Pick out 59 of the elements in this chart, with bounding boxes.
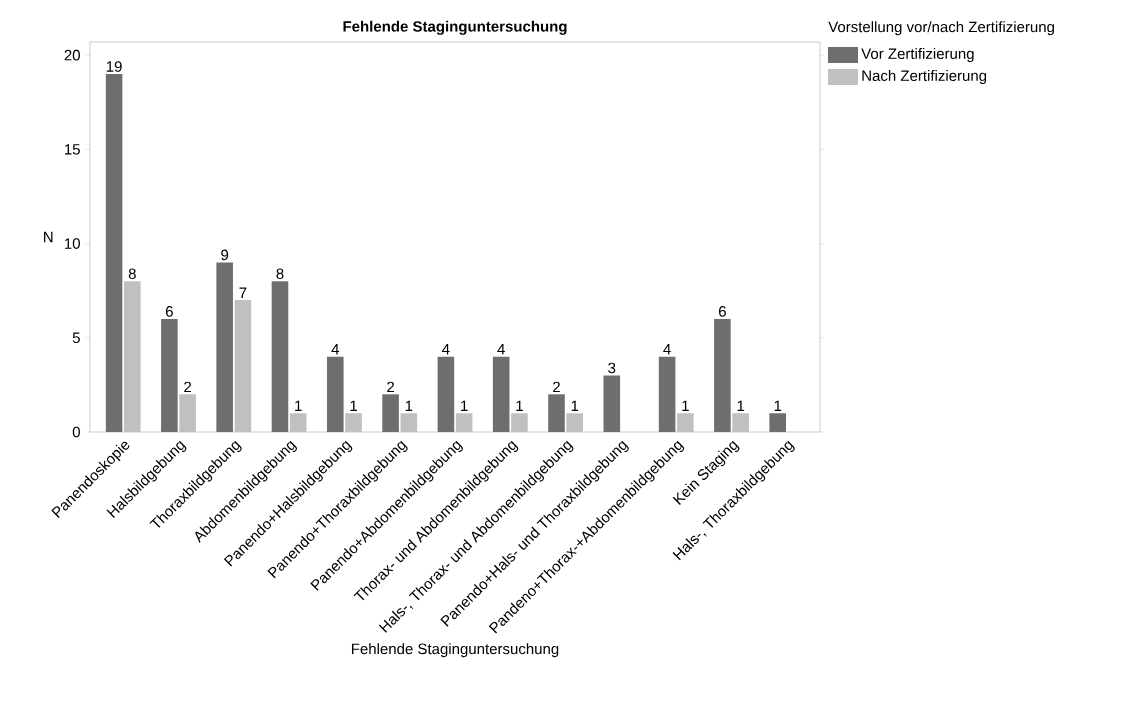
data-label: 1 — [461, 400, 468, 411]
bar — [603, 375, 621, 432]
bar — [400, 413, 418, 432]
bar — [566, 413, 584, 432]
bar — [658, 356, 676, 432]
bar — [455, 413, 473, 432]
data-label: 1 — [350, 400, 357, 411]
data-label: 1 — [405, 400, 413, 411]
data-label: 1 — [571, 400, 579, 411]
data-label: 2 — [553, 381, 560, 393]
data-label: 19 — [106, 61, 122, 72]
data-label: 4 — [663, 344, 671, 355]
bar — [105, 74, 123, 432]
data-label: 6 — [165, 306, 173, 317]
data-label: 7 — [239, 287, 247, 298]
legend-label: Vor Zertifizierung — [861, 48, 974, 62]
bar — [216, 262, 233, 432]
data-label: 4 — [331, 344, 340, 355]
y-tick-label: 10 — [65, 238, 80, 249]
data-label: 8 — [128, 268, 136, 280]
data-label: 1 — [737, 400, 745, 411]
bar — [548, 394, 565, 432]
data-label: 2 — [387, 381, 394, 393]
y-tick-label: 20 — [64, 49, 80, 61]
data-label: 6 — [718, 306, 726, 317]
bar — [714, 318, 731, 432]
bar — [289, 413, 307, 432]
bar — [345, 413, 362, 432]
data-label: 1 — [682, 400, 689, 411]
bar — [677, 413, 694, 432]
bar — [437, 356, 455, 432]
bar — [326, 356, 344, 432]
data-label: 3 — [608, 362, 616, 374]
bar — [271, 281, 289, 432]
data-label: 2 — [184, 381, 192, 393]
data-label: 1 — [516, 400, 523, 411]
bar — [161, 318, 178, 432]
y-tick-label: 5 — [72, 332, 80, 344]
bar — [511, 413, 528, 432]
bar — [769, 413, 786, 432]
bar — [492, 356, 510, 432]
data-label: 9 — [221, 249, 229, 261]
bar — [124, 281, 141, 432]
y-tick-label: 0 — [72, 426, 80, 438]
data-label: 8 — [276, 268, 284, 280]
legend-label: Nach Zertifizierung — [862, 70, 987, 84]
data-label: 1 — [295, 400, 302, 411]
data-label: 4 — [497, 344, 505, 355]
y-tick-label: 15 — [65, 144, 80, 155]
bar — [179, 394, 196, 432]
y-axis-title: N — [44, 231, 53, 243]
bar — [234, 300, 252, 432]
data-label: 4 — [442, 344, 450, 355]
bar — [732, 413, 749, 432]
chart-title: Fehlende Staginguntersuchung — [343, 20, 567, 35]
x-axis-title: Fehlende Staginguntersuchung — [351, 643, 559, 658]
bar — [382, 394, 399, 432]
data-label: 1 — [774, 400, 782, 411]
legend-title: Vorstellung vor/nach Zertifizierung — [828, 21, 1054, 36]
